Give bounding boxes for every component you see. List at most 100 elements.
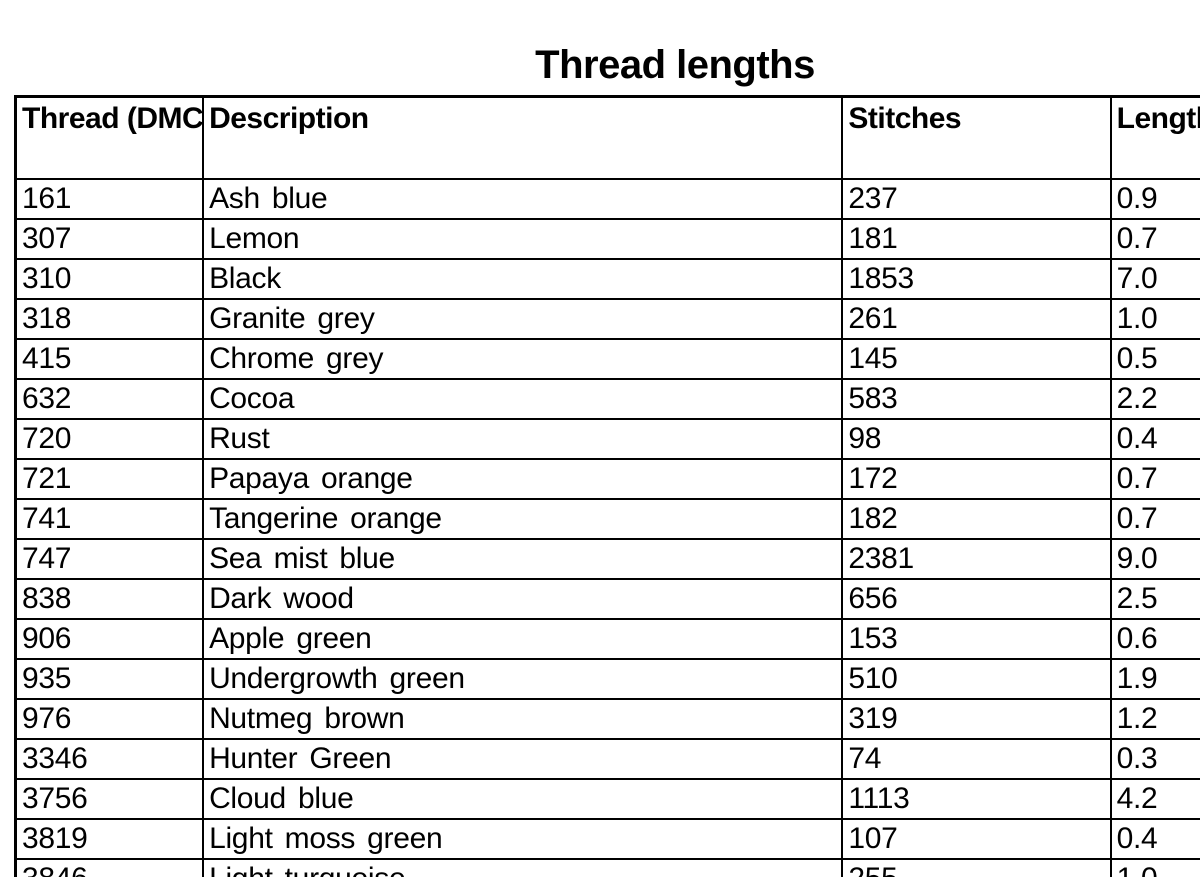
- table-row: 935 Undergrowth green 510 1.9: [14, 658, 1200, 700]
- cell-stitches: 153: [841, 618, 1112, 660]
- cell-stitches: 237: [841, 178, 1112, 220]
- cell-stitches: 172: [841, 458, 1112, 500]
- table-row: 838 Dark wood 656 2.5: [14, 578, 1200, 620]
- cell-length: 1.9: [1109, 658, 1200, 700]
- cell-description: Ash blue: [202, 178, 844, 220]
- column-header-description: Description: [202, 95, 844, 180]
- cell-thread: 720: [14, 418, 205, 460]
- cell-description: Light turquoise: [202, 858, 844, 877]
- cell-description: Tangerine orange: [202, 498, 844, 540]
- table-row: 976 Nutmeg brown 319 1.2: [14, 698, 1200, 740]
- cell-stitches: 98: [841, 418, 1112, 460]
- cell-thread: 3846: [14, 858, 205, 877]
- cell-description: Undergrowth green: [202, 658, 844, 700]
- cell-thread: 747: [14, 538, 205, 580]
- cell-thread: 906: [14, 618, 205, 660]
- cell-length: 1.2: [1109, 698, 1200, 740]
- table-row: 747 Sea mist blue 2381 9.0: [14, 538, 1200, 580]
- cell-stitches: 255: [841, 858, 1112, 877]
- cell-length: 0.7: [1109, 218, 1200, 260]
- table-row: 3846Light turquoise2551.0: [14, 858, 1200, 877]
- table-row: 307 Lemon 181 0.7: [14, 218, 1200, 260]
- cell-length: 0.5: [1109, 338, 1200, 380]
- cell-description: Chrome grey: [202, 338, 844, 380]
- cell-description: Lemon: [202, 218, 844, 260]
- cell-length: 2.2: [1109, 378, 1200, 420]
- cell-length: 1.0: [1109, 858, 1200, 877]
- table-row: 415 Chrome grey 145 0.5: [14, 338, 1200, 380]
- cell-description: Papaya orange: [202, 458, 844, 500]
- cell-description: Light moss green: [202, 818, 844, 860]
- cell-thread: 838: [14, 578, 205, 620]
- cell-thread: 935: [14, 658, 205, 700]
- page-title: Thread lengths: [535, 43, 815, 87]
- table-row: 318 Granite grey 261 1.0: [14, 298, 1200, 340]
- cell-thread: 161: [14, 178, 205, 220]
- cell-length: 4.2: [1109, 778, 1200, 820]
- table-body: 161 Ash blue 237 0.9 307 Lemon 181 0.7 310 Black 1…: [14, 178, 1200, 877]
- column-header-thread-dmc: Thread (DMC): [14, 95, 205, 180]
- cell-thread: 310: [14, 258, 205, 300]
- table-row: 632 Cocoa 583 2.2: [14, 378, 1200, 420]
- cell-thread: 976: [14, 698, 205, 740]
- table-row: 741 Tangerine orange 182 0.7: [14, 498, 1200, 540]
- column-header-stitches: Stitches: [841, 95, 1112, 180]
- cell-length: 2.5: [1109, 578, 1200, 620]
- cell-stitches: 1113: [841, 778, 1112, 820]
- cell-thread: 721: [14, 458, 205, 500]
- cell-thread: 632: [14, 378, 205, 420]
- cell-description: Black: [202, 258, 844, 300]
- cell-stitches: 656: [841, 578, 1112, 620]
- thread-lengths-table: Thread (DMC) Description Stitches Length…: [14, 95, 1200, 877]
- cell-length: 0.4: [1109, 818, 1200, 860]
- cell-length: 7.0: [1109, 258, 1200, 300]
- cell-description: Nutmeg brown: [202, 698, 844, 740]
- cell-description: Rust: [202, 418, 844, 460]
- cell-thread: 3346: [14, 738, 205, 780]
- cell-description: Apple green: [202, 618, 844, 660]
- cell-description: Cocoa: [202, 378, 844, 420]
- table-row: 3346 Hunter Green 74 0.3: [14, 738, 1200, 780]
- cell-stitches: 182: [841, 498, 1112, 540]
- document: Thread lengths Thread (DMC) Description …: [0, 42, 1200, 877]
- cell-thread: 3756: [14, 778, 205, 820]
- cell-stitches: 2381: [841, 538, 1112, 580]
- table-row: 3819 Light moss green 107 0.4: [14, 818, 1200, 860]
- table-row: 721 Papaya orange 172 0.7: [14, 458, 1200, 500]
- cell-thread: 741: [14, 498, 205, 540]
- cell-thread: 307: [14, 218, 205, 260]
- cell-thread: 415: [14, 338, 205, 380]
- cell-stitches: 181: [841, 218, 1112, 260]
- cell-stitches: 107: [841, 818, 1112, 860]
- cell-length: 0.7: [1109, 498, 1200, 540]
- cell-description: Hunter Green: [202, 738, 844, 780]
- table-row: 3756 Cloud blue 1113 4.2: [14, 778, 1200, 820]
- cell-thread: 3819: [14, 818, 205, 860]
- cell-description: Cloud blue: [202, 778, 844, 820]
- cell-length: 0.7: [1109, 458, 1200, 500]
- table-row: 906 Apple green 153 0.6: [14, 618, 1200, 660]
- column-header-length: Length (m): [1109, 95, 1200, 180]
- cell-length: 1.0: [1109, 298, 1200, 340]
- cell-stitches: 510: [841, 658, 1112, 700]
- cell-stitches: 583: [841, 378, 1112, 420]
- header-row: Thread (DMC) Description Stitches Length…: [14, 95, 1200, 180]
- cell-stitches: 261: [841, 298, 1112, 340]
- cell-length: 0.3: [1109, 738, 1200, 780]
- cell-stitches: 74: [841, 738, 1112, 780]
- table-header: Thread (DMC) Description Stitches Length…: [14, 95, 1200, 180]
- cell-description: Sea mist blue: [202, 538, 844, 580]
- cell-length: 0.4: [1109, 418, 1200, 460]
- cell-length: 9.0: [1109, 538, 1200, 580]
- table-row: 720 Rust 98 0.4: [14, 418, 1200, 460]
- table-row: 310 Black 1853 7.0: [14, 258, 1200, 300]
- cell-stitches: 319: [841, 698, 1112, 740]
- cell-description: Dark wood: [202, 578, 844, 620]
- cell-length: 0.9: [1109, 178, 1200, 220]
- cell-stitches: 1853: [841, 258, 1112, 300]
- cell-length: 0.6: [1109, 618, 1200, 660]
- cell-description: Granite grey: [202, 298, 844, 340]
- cell-stitches: 145: [841, 338, 1112, 380]
- table-row: 161 Ash blue 237 0.9: [14, 178, 1200, 220]
- cell-thread: 318: [14, 298, 205, 340]
